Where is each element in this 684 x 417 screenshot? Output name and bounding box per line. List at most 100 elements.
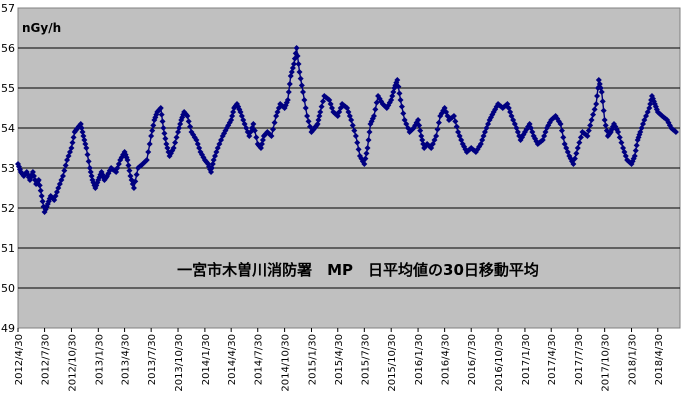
data-point-marker <box>70 134 77 141</box>
y-tick-label: 57 <box>1 2 15 15</box>
data-point <box>397 97 404 103</box>
data-point <box>615 129 622 135</box>
data-point <box>257 145 264 151</box>
data-point-marker <box>318 103 325 110</box>
data-point <box>80 133 87 139</box>
x-axis-ticks: 2012/4/30 2012/7/30 2012/10/30 2013/1/30 201… <box>14 328 665 392</box>
data-point-marker <box>145 149 152 155</box>
data-point <box>593 101 600 107</box>
x-tick-label: 2017/1/30 <box>521 334 532 385</box>
data-point-marker <box>316 113 323 119</box>
data-point-marker <box>172 139 179 146</box>
data-point-marker <box>88 173 95 179</box>
data-point <box>415 117 422 123</box>
data-point-marker <box>305 118 312 125</box>
data-point-marker <box>585 127 592 134</box>
data-point-marker <box>597 85 604 91</box>
data-point-marker <box>372 106 379 113</box>
data-point-marker <box>452 118 459 125</box>
y-tick-label: 49 <box>1 322 15 335</box>
data-point <box>86 165 93 171</box>
data-point <box>584 133 591 139</box>
data-point <box>124 157 131 163</box>
data-point <box>59 173 66 179</box>
data-point <box>296 69 303 75</box>
x-tick-label: 2016/10/30 <box>494 334 505 392</box>
data-point <box>433 133 440 139</box>
data-point-marker <box>85 158 92 165</box>
x-tick-label: 2015/10/30 <box>387 334 398 392</box>
data-point <box>77 121 84 127</box>
data-point <box>304 113 311 119</box>
data-point-marker <box>259 137 266 143</box>
data-point-marker <box>319 98 326 105</box>
x-tick-label: 2018/1/30 <box>628 334 639 385</box>
data-point-marker <box>398 103 405 110</box>
data-point <box>290 61 297 67</box>
data-point <box>184 113 191 119</box>
data-point-marker <box>453 123 460 130</box>
x-tick-label: 2016/1/30 <box>414 334 425 385</box>
chart-title: 一宮市木曽川消防署 MP 日平均値の30日移動平均 <box>177 261 539 279</box>
data-point <box>574 145 581 151</box>
x-tick-label: 2015/1/30 <box>307 334 318 385</box>
data-point <box>394 77 401 83</box>
data-point-marker <box>230 109 237 115</box>
data-point-marker <box>307 123 314 130</box>
data-point-marker <box>616 134 623 141</box>
data-point-marker <box>173 134 180 141</box>
data-point-marker <box>363 150 370 157</box>
data-point-marker <box>61 167 68 174</box>
y-tick-label: 54 <box>1 122 15 135</box>
y-tick-label: 50 <box>1 282 15 295</box>
data-point-marker <box>618 139 625 146</box>
data-point <box>450 113 457 119</box>
data-point <box>317 109 324 115</box>
data-point <box>601 117 608 123</box>
data-point <box>300 89 307 95</box>
data-point <box>68 145 75 151</box>
data-point-marker <box>298 82 305 89</box>
gridlines <box>18 47 680 289</box>
y-tick-label: 56 <box>1 42 15 55</box>
data-point-marker <box>419 137 426 143</box>
data-point-marker <box>577 134 584 141</box>
data-point-marker <box>573 150 580 157</box>
series-layer <box>15 45 679 215</box>
data-point <box>570 161 577 167</box>
y-axis-ticks: 49 50 51 52 53 54 55 56 57 <box>1 2 15 335</box>
data-point <box>598 89 605 95</box>
data-point <box>250 121 257 127</box>
y-axis-label: nGy/h <box>22 21 61 35</box>
data-point-marker <box>560 134 567 141</box>
x-tick-label: 2017/10/30 <box>601 334 612 392</box>
data-point-marker <box>36 182 43 189</box>
data-point-marker <box>294 53 301 59</box>
data-point <box>157 105 164 111</box>
data-point-marker <box>301 97 308 103</box>
data-point-marker <box>647 101 654 107</box>
data-point <box>35 177 42 183</box>
data-point <box>293 45 300 51</box>
y-tick-label: 53 <box>1 162 15 175</box>
x-tick-label: 2012/7/30 <box>41 334 52 385</box>
data-point <box>284 97 291 103</box>
data-point-marker <box>84 151 91 158</box>
data-point-marker <box>600 107 607 114</box>
data-point-marker <box>79 129 86 135</box>
x-tick-label: 2016/4/30 <box>441 334 452 385</box>
data-point-marker <box>417 127 424 134</box>
data-point-marker <box>295 61 302 67</box>
data-point <box>38 193 45 199</box>
data-point-marker <box>400 110 407 117</box>
data-point-marker <box>122 151 129 158</box>
data-point-marker <box>633 142 640 149</box>
x-tick-label: 2014/4/30 <box>227 334 238 385</box>
data-point-marker <box>590 111 597 118</box>
data-point-marker <box>396 90 403 97</box>
data-point <box>148 133 155 139</box>
data-point-marker <box>258 141 265 147</box>
data-point <box>143 157 150 163</box>
data-point-marker <box>596 81 603 87</box>
